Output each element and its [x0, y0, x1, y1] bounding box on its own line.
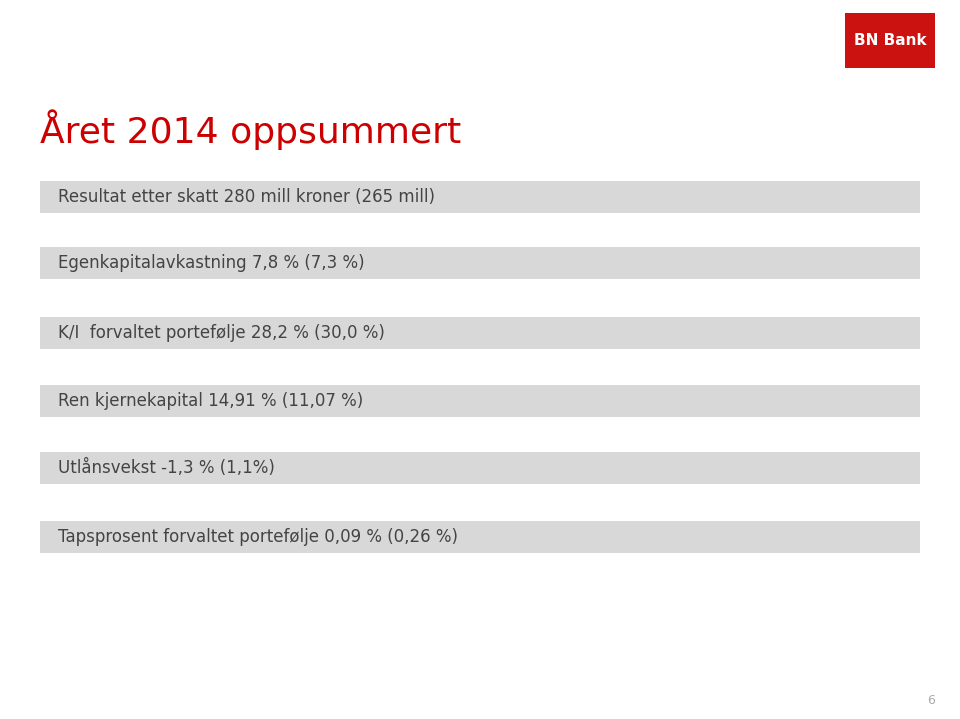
Text: Egenkapitalavkastning 7,8 % (7,3 %): Egenkapitalavkastning 7,8 % (7,3 %): [58, 254, 365, 272]
Text: Utlånsvekst -1,3 % (1,1%): Utlånsvekst -1,3 % (1,1%): [58, 459, 275, 477]
FancyBboxPatch shape: [40, 385, 920, 417]
Text: K/I  forvaltet portefølje 28,2 % (30,0 %): K/I forvaltet portefølje 28,2 % (30,0 %): [58, 324, 385, 342]
FancyBboxPatch shape: [40, 521, 920, 553]
FancyBboxPatch shape: [40, 181, 920, 213]
Text: Resultat etter skatt 280 mill kroner (265 mill): Resultat etter skatt 280 mill kroner (26…: [58, 188, 435, 206]
Text: BN Bank: BN Bank: [853, 33, 926, 48]
Text: Tapsprosent forvaltet portefølje 0,09 % (0,26 %): Tapsprosent forvaltet portefølje 0,09 % …: [58, 528, 458, 546]
FancyBboxPatch shape: [40, 317, 920, 349]
Text: Året 2014 oppsummert: Året 2014 oppsummert: [40, 109, 461, 150]
FancyBboxPatch shape: [40, 452, 920, 484]
FancyBboxPatch shape: [845, 13, 935, 68]
Text: Ren kjernekapital 14,91 % (11,07 %): Ren kjernekapital 14,91 % (11,07 %): [58, 392, 363, 410]
Text: 6: 6: [927, 694, 935, 707]
FancyBboxPatch shape: [40, 247, 920, 279]
